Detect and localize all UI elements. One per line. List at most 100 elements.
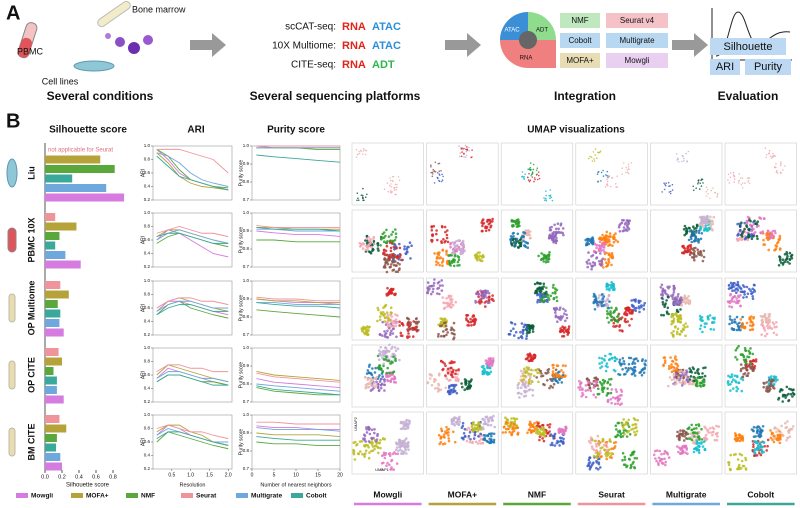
umap-point <box>369 380 372 383</box>
umap-point <box>394 247 398 250</box>
umap-cell <box>724 277 797 341</box>
umap-point <box>364 196 367 198</box>
umap-point <box>687 427 690 430</box>
y-tick-label: 0.2 <box>144 197 151 202</box>
umap-point <box>396 347 400 351</box>
line <box>256 239 340 243</box>
umap-point <box>403 247 406 251</box>
umap-point <box>450 326 453 330</box>
umap-point <box>550 196 553 199</box>
umap-point <box>674 368 678 372</box>
umap-point <box>606 454 610 457</box>
umap-point <box>770 327 774 330</box>
umap-point <box>762 381 765 385</box>
umap-point <box>406 427 410 430</box>
umap-point <box>364 153 367 156</box>
umap-point <box>508 430 511 434</box>
umap-point <box>654 457 657 460</box>
umap-point <box>555 236 558 240</box>
umap-point <box>736 322 739 326</box>
umap-point <box>492 440 495 444</box>
umap-point <box>362 150 365 152</box>
umap-point <box>578 379 581 383</box>
umap-point <box>457 239 461 242</box>
umap-point <box>743 221 746 225</box>
umap-point <box>426 291 430 295</box>
umap-point <box>729 389 732 392</box>
umap-point <box>752 223 755 226</box>
umap-point <box>630 299 633 302</box>
umap-point <box>611 236 615 239</box>
bar <box>45 241 56 250</box>
umap-point <box>546 300 549 304</box>
umap-point <box>534 178 536 181</box>
umap-point <box>745 285 749 289</box>
umap-point <box>609 313 612 317</box>
umap-point <box>758 216 762 220</box>
umap-point <box>391 332 395 335</box>
umap-point <box>774 247 778 250</box>
umap-point <box>391 179 394 182</box>
umap-point <box>741 366 745 370</box>
umap-point <box>438 292 441 296</box>
umap-point <box>434 161 437 164</box>
umap-point <box>399 253 402 257</box>
umap-point <box>545 194 547 197</box>
umap-point <box>480 365 484 369</box>
umap-point <box>386 329 389 333</box>
umap-point <box>535 426 539 430</box>
umap-point <box>528 374 532 378</box>
umap-point <box>511 225 514 228</box>
umap-point <box>390 241 394 245</box>
umap-point <box>382 248 386 252</box>
umap-point <box>479 437 483 441</box>
umap-point <box>765 324 769 328</box>
column-label: NMF <box>528 489 546 499</box>
umap-point <box>362 242 366 246</box>
umap-point <box>694 371 697 375</box>
umap-point <box>526 353 529 356</box>
umap-frame <box>575 411 648 475</box>
umap-cell <box>575 411 648 475</box>
umap-point <box>378 352 381 356</box>
umap-point <box>533 353 537 357</box>
umap-point <box>470 324 473 327</box>
umap-point <box>555 296 558 299</box>
umap-point <box>533 429 536 433</box>
umap-point <box>678 446 681 450</box>
umap-point <box>706 188 709 191</box>
umap-point <box>771 229 775 233</box>
umap-point <box>584 395 588 399</box>
umap-point <box>585 237 589 241</box>
umap-point <box>551 291 555 295</box>
umap-point <box>406 250 409 254</box>
umap-point <box>565 427 568 430</box>
umap-point <box>612 441 616 445</box>
umap-point <box>429 292 433 296</box>
line <box>256 421 340 425</box>
umap-point <box>384 346 387 349</box>
umap-point <box>696 435 700 439</box>
umap-point <box>361 196 364 198</box>
umap-point <box>594 442 598 446</box>
umap-point <box>664 460 667 464</box>
umap-point <box>531 423 535 427</box>
umap-point <box>735 291 738 295</box>
umap-point <box>454 372 457 376</box>
umap-point <box>473 426 476 430</box>
umap-point <box>680 447 683 450</box>
umap-point <box>673 298 676 302</box>
umap-point <box>598 380 602 384</box>
umap-point <box>590 382 594 386</box>
umap-point <box>392 263 396 267</box>
umap-point <box>388 454 392 458</box>
umap-point <box>600 244 604 248</box>
umap-point <box>585 260 589 264</box>
umap-point <box>412 335 415 338</box>
umap-point <box>787 399 790 403</box>
umap-point <box>372 242 376 246</box>
umap-point <box>427 289 430 293</box>
umap-point <box>604 453 607 456</box>
umap-point <box>629 356 633 360</box>
line <box>256 385 341 396</box>
